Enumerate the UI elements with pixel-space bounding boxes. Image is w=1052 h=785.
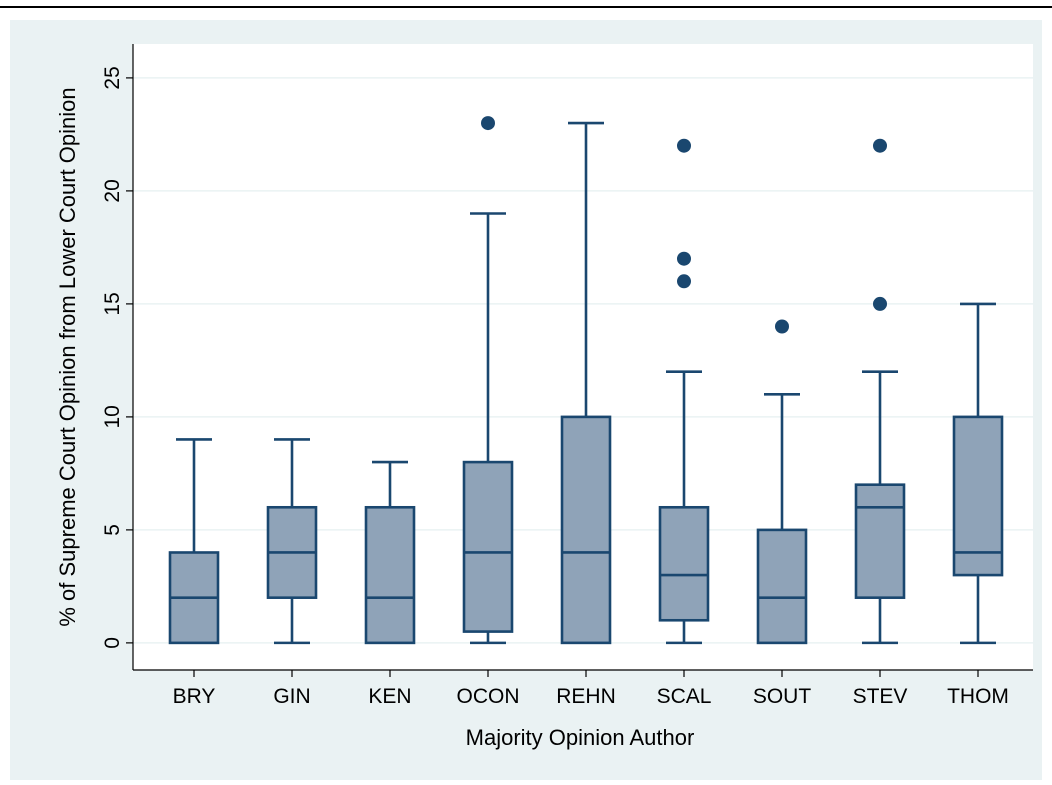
x-tick-label: THOM <box>947 685 1009 708</box>
x-axis-ticks: BRY GIN KEN OCON REHN SCAL SOUT STEV THOM <box>173 670 1009 708</box>
y-tick-label: 0 <box>101 637 124 649</box>
boxes <box>168 116 1004 645</box>
outlier-point <box>873 296 887 311</box>
box-stev <box>854 138 906 645</box>
outlier-point <box>677 138 691 153</box>
box-scal <box>658 138 710 645</box>
box-ocon <box>462 116 514 645</box>
y-axis-ticks: 0 5 10 15 20 25 <box>101 66 133 649</box>
x-axis-title: Majority Opinion Author <box>466 725 695 750</box>
x-tick-label: OCON <box>457 685 520 708</box>
x-tick-label: KEN <box>368 685 411 708</box>
top-rule <box>0 6 1052 8</box>
x-tick-label: SCAL <box>657 685 712 708</box>
box-iqr <box>658 505 710 622</box>
box-iqr <box>560 415 612 645</box>
y-axis-title: % of Supreme Court Opinion from Lower Co… <box>55 87 80 626</box>
box-thom <box>952 302 1004 645</box>
box-bry <box>168 438 220 645</box>
box-iqr <box>952 415 1004 577</box>
outlier-point <box>873 138 887 153</box>
x-tick-label: REHN <box>556 685 616 708</box>
box-sout <box>756 319 808 645</box>
box-iqr <box>854 483 906 599</box>
outlier-point <box>677 251 691 266</box>
y-tick-label: 20 <box>101 179 124 202</box>
x-tick-label: STEV <box>853 685 908 708</box>
box-iqr <box>364 505 416 645</box>
x-tick-label: BRY <box>173 685 216 708</box>
y-tick-label: 15 <box>101 292 124 315</box>
box-ken <box>364 460 416 645</box>
y-tick-label: 10 <box>101 405 124 428</box>
outlier-point <box>775 319 789 334</box>
outlier-point <box>677 274 691 289</box>
x-tick-label: SOUT <box>753 685 812 708</box>
box-iqr <box>756 528 808 645</box>
box-gin <box>266 438 318 645</box>
y-tick-label: 5 <box>101 524 124 536</box>
x-tick-label: GIN <box>273 685 310 708</box>
y-tick-label: 25 <box>101 66 124 89</box>
outlier-point <box>481 116 495 131</box>
box-iqr <box>462 460 514 633</box>
box-rehn <box>560 121 612 645</box>
